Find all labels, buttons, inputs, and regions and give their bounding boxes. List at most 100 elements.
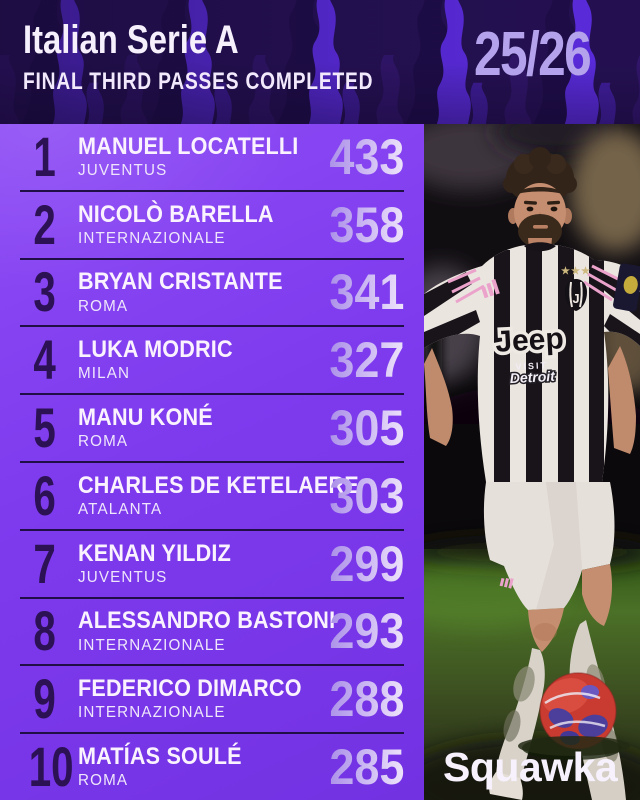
table-row: 10 MATÍAS SOULÉ ROMA 285 xyxy=(20,734,404,800)
captain-armband xyxy=(613,263,640,312)
player-team: ATALANTA xyxy=(78,500,163,518)
crest-stars: ★★★ xyxy=(561,266,591,277)
leaderboard-panel: 1 MANUEL LOCATELLI JUVENTUS 433 2 NICOLÒ… xyxy=(0,124,424,800)
season-badge: 25/26 xyxy=(473,20,592,89)
player-team: MILAN xyxy=(78,365,131,383)
table-row: 5 MANU KONÉ ROMA 305 xyxy=(20,395,404,463)
stat-value-text: 327 xyxy=(328,332,404,389)
rank-value: 8 xyxy=(33,599,57,663)
table-row: 8 ALESSANDRO BASTONI INTERNAZIONALE 293 xyxy=(20,599,404,667)
rank-number: 2 xyxy=(20,192,70,256)
player-info: ALESSANDRO BASTONI INTERNAZIONALE xyxy=(78,607,336,654)
player-team: JUVENTUS xyxy=(78,568,168,586)
player-name: LUKA MODRIC xyxy=(78,336,233,364)
player-name: MANU KONÉ xyxy=(78,403,213,431)
player-info: LUKA MODRIC MILAN xyxy=(78,337,321,383)
table-row: 9 FEDERICO DIMARCO INTERNAZIONALE 288 xyxy=(20,666,404,735)
jersey-patch-line1: VISIT xyxy=(515,360,548,372)
stat-value-text: 299 xyxy=(328,535,404,592)
stat-value-text: 288 xyxy=(328,671,404,728)
stat-value-text: 358 xyxy=(328,196,404,253)
jersey-sponsor-text: Jeep xyxy=(494,322,564,359)
player-info: BRYAN CRISTANTE ROMA xyxy=(78,269,321,315)
player-info: MATÍAS SOULÉ ROMA xyxy=(78,744,321,790)
rank-value: 10 xyxy=(28,735,74,799)
player-photo-illustration: ★★★ J Jeep VISIT Detroit xyxy=(424,124,640,800)
stat-value-text: 341 xyxy=(328,264,404,321)
header: Italian Serie A FINAL THIRD PASSES COMPL… xyxy=(0,0,640,124)
player-name: FEDERICO DIMARCO xyxy=(78,675,302,703)
stat-value-text: 293 xyxy=(328,603,404,660)
rank-number: 10 xyxy=(20,739,74,795)
player-info: MANUEL LOCATELLI JUVENTUS xyxy=(78,134,321,180)
stat-value-text: 303 xyxy=(328,467,404,524)
stat-value: 299 xyxy=(321,539,404,589)
rank-number: 9 xyxy=(20,671,70,727)
player-info: MANU KONÉ ROMA xyxy=(78,405,321,451)
player-info: CHARLES DE KETELAERE ATALANTA xyxy=(78,471,359,519)
stat-value: 293 xyxy=(321,606,404,656)
rank-number: 7 xyxy=(20,531,70,595)
rank-value: 3 xyxy=(33,260,57,324)
player-name: NICOLÒ BARELLA xyxy=(78,200,274,228)
rank-value: 4 xyxy=(33,328,57,392)
player-name: ALESSANDRO BASTONI xyxy=(78,607,336,635)
stat-value: 433 xyxy=(321,132,404,182)
stat-value: 341 xyxy=(321,267,404,317)
stat-value-text: 433 xyxy=(328,128,404,185)
page-title: Italian Serie A xyxy=(23,18,239,62)
player-info: KENAN YILDIZ JUVENTUS xyxy=(78,539,321,587)
table-row: 1 MANUEL LOCATELLI JUVENTUS 433 xyxy=(20,124,404,192)
player-info: NICOLÒ BARELLA INTERNAZIONALE xyxy=(78,200,321,248)
rank-value: 6 xyxy=(33,463,57,527)
player-team: ROMA xyxy=(78,297,129,315)
player-team: JUVENTUS xyxy=(78,161,168,179)
table-row: 7 KENAN YILDIZ JUVENTUS 299 xyxy=(20,531,404,599)
crest-letter: J xyxy=(572,291,579,306)
table-row: 2 NICOLÒ BARELLA INTERNAZIONALE 358 xyxy=(20,192,404,260)
player-team: INTERNAZIONALE xyxy=(78,636,226,654)
football-icon xyxy=(518,672,630,760)
stat-value: 305 xyxy=(321,403,404,453)
player-photo: ★★★ J Jeep VISIT Detroit xyxy=(424,124,640,800)
player-name: BRYAN CRISTANTE xyxy=(78,268,283,296)
player-info: FEDERICO DIMARCO INTERNAZIONALE xyxy=(78,676,321,722)
table-row: 6 CHARLES DE KETELAERE ATALANTA 303 xyxy=(20,463,404,531)
rank-number: 3 xyxy=(20,264,70,320)
leaderboard-rows: 1 MANUEL LOCATELLI JUVENTUS 433 2 NICOLÒ… xyxy=(0,124,424,800)
rank-number: 6 xyxy=(20,463,70,527)
stat-value-text: 285 xyxy=(328,739,404,796)
rank-number: 5 xyxy=(20,400,70,456)
stat-value-text: 305 xyxy=(328,400,404,457)
player-name: MATÍAS SOULÉ xyxy=(78,742,242,770)
rank-number: 8 xyxy=(20,603,70,659)
player-name: MANUEL LOCATELLI xyxy=(78,132,299,160)
stat-value: 285 xyxy=(321,742,404,792)
rank-value: 9 xyxy=(33,667,57,731)
player-name: KENAN YILDIZ xyxy=(78,539,231,567)
player-team: ROMA xyxy=(78,433,129,451)
player-team: INTERNAZIONALE xyxy=(78,704,226,722)
page-subtitle: FINAL THIRD PASSES COMPLETED xyxy=(23,68,374,95)
stat-value: 288 xyxy=(321,674,404,724)
juventus-crest-icon: ★★★ J xyxy=(561,266,591,311)
rank-value: 5 xyxy=(33,396,57,460)
rank-number: 1 xyxy=(20,124,70,188)
stat-value: 358 xyxy=(321,200,404,250)
adidas-logo-icon xyxy=(481,279,500,299)
squawka-logo: Squawka xyxy=(443,744,618,790)
player-arms xyxy=(424,263,640,454)
table-row: 3 BRYAN CRISTANTE ROMA 341 xyxy=(20,260,404,328)
player-head xyxy=(503,147,577,260)
player-team: INTERNAZIONALE xyxy=(78,229,226,247)
rank-value: 2 xyxy=(33,192,57,256)
rank-value: 7 xyxy=(33,531,57,595)
shorts-logo xyxy=(499,577,514,589)
flame-pattern-background xyxy=(0,0,640,124)
player-team: ROMA xyxy=(78,772,129,790)
player-name: CHARLES DE KETELAERE xyxy=(78,471,359,499)
stat-value: 327 xyxy=(321,335,404,385)
jersey-patch-line2: Detroit xyxy=(509,368,556,386)
stat-value: 303 xyxy=(321,471,404,521)
rank-value: 1 xyxy=(33,124,57,188)
